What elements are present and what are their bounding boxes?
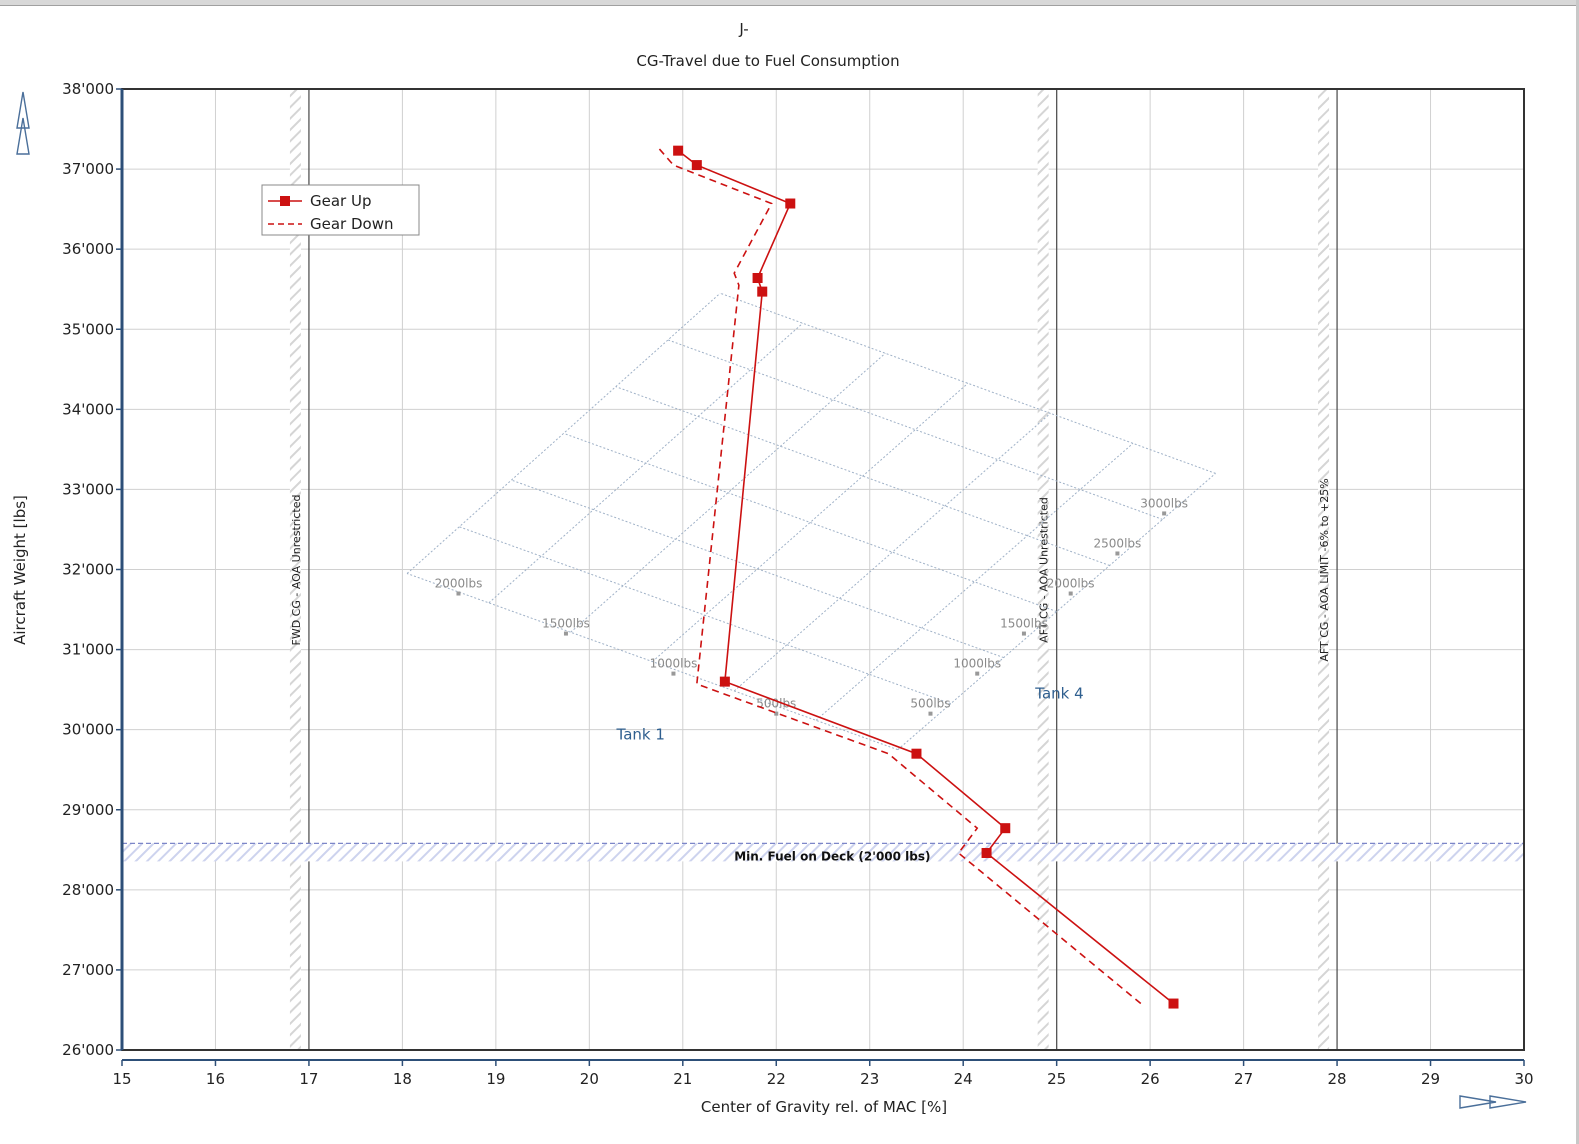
- fuel-label-marker: [1162, 511, 1167, 516]
- chart-subtitle: CG-Travel due to Fuel Consumption: [636, 52, 899, 70]
- fuel-label-marker: [774, 711, 779, 716]
- fuel-label-tank4: 2000lbs: [1047, 577, 1095, 591]
- fuel-grid-line-tank4: [459, 526, 951, 705]
- x-tick-label: 18: [393, 1070, 412, 1088]
- x-tick-label: 16: [206, 1070, 225, 1088]
- x-tick-label: 29: [1421, 1070, 1440, 1088]
- fuel-label-tank4: 3000lbs: [1140, 496, 1188, 510]
- legend: Gear Up Gear Down: [261, 184, 420, 236]
- x-tick-label: 15: [112, 1070, 131, 1088]
- data-point-gear-up: [1000, 823, 1011, 834]
- horizontal-limit-band: [122, 843, 1524, 862]
- x-tick-label: 17: [299, 1070, 318, 1088]
- vertical-limit-label: FWD CG - AOA Unrestricted: [290, 495, 303, 646]
- data-point-gear-up: [719, 676, 730, 687]
- fuel-label-marker: [928, 711, 933, 716]
- window-top-strip: [0, 0, 1579, 6]
- fuel-label-tank4: 1500lbs: [1000, 617, 1048, 631]
- data-point-gear-up: [673, 145, 684, 156]
- window-right-edge: [1576, 0, 1579, 1144]
- arrow-right-icon[interactable]: [1489, 1095, 1527, 1109]
- fuel-label-tank4: 500lbs: [910, 697, 950, 711]
- fuel-label-marker: [1021, 631, 1026, 636]
- chart-title: J-: [738, 20, 748, 38]
- arrow-up-icon[interactable]: [16, 117, 30, 155]
- nav-icons: [16, 91, 1527, 1109]
- y-tick-label: 30'000: [62, 721, 114, 739]
- y-tick-label: 32'000: [62, 561, 114, 579]
- vertical-limit-band: [1318, 89, 1330, 1050]
- fuel-label-marker: [563, 631, 568, 636]
- fuel-label-tank4: 1000lbs: [953, 657, 1001, 671]
- legend-gear-down-label: Gear Down: [310, 215, 393, 233]
- x-tick-label: 24: [954, 1070, 973, 1088]
- fuel-label-tank4: 2500lbs: [1094, 536, 1142, 550]
- x-tick-label: 20: [580, 1070, 599, 1088]
- fuel-grid: 500lbs 1000lbs 1500lbs 2000lbs 500lbs 1000lbs…: [406, 292, 1216, 751]
- fuel-label-tank1: 500lbs: [756, 697, 796, 711]
- x-tick-label: 23: [860, 1070, 879, 1088]
- fuel-grid-line-tank4: [563, 432, 1057, 613]
- x-tick-label: 28: [1328, 1070, 1347, 1088]
- fuel-label-marker: [1068, 591, 1073, 596]
- fuel-label-tank1: 1500lbs: [542, 617, 590, 631]
- vertical-limit-label: AFT CG - AOA Unrestricted: [1038, 497, 1051, 643]
- y-tick-label: 37'000: [62, 160, 114, 178]
- y-tick-label: 27'000: [62, 961, 114, 979]
- x-tick-label: 30: [1514, 1070, 1533, 1088]
- data-point-gear-up: [981, 847, 992, 858]
- tank-1-label: Tank 1: [616, 725, 665, 743]
- x-tick-label: 25: [1047, 1070, 1066, 1088]
- data-point-gear-up: [911, 748, 922, 759]
- horizontal-limit-label: Min. Fuel on Deck (2'000 lbs): [734, 849, 930, 863]
- tank-4-label: Tank 4: [1034, 684, 1083, 702]
- y-tick-label: 26'000: [62, 1041, 114, 1059]
- data-point-gear-up: [757, 286, 768, 297]
- x-tick-label: 19: [486, 1070, 505, 1088]
- x-tick-label: 21: [673, 1070, 692, 1088]
- y-tick-label: 34'000: [62, 400, 114, 418]
- x-tick-label: 26: [1141, 1070, 1160, 1088]
- arrow-right-icon[interactable]: [1459, 1095, 1497, 1109]
- y-tick-label: 38'000: [62, 80, 114, 98]
- y-axis-label: Aircraft Weight [lbs]: [11, 495, 29, 645]
- x-tick-label: 22: [767, 1070, 786, 1088]
- data-point-gear-up: [1168, 998, 1179, 1009]
- x-tick-label: 27: [1234, 1070, 1253, 1088]
- x-axis-label: Center of Gravity rel. of MAC [%]: [701, 1098, 947, 1116]
- data-point-gear-up: [691, 160, 702, 171]
- fuel-label-tank1: 1000lbs: [650, 657, 698, 671]
- legend-gear-up-marker: [280, 196, 290, 206]
- fuel-label-marker: [456, 591, 461, 596]
- legend-gear-up-label: Gear Up: [310, 192, 371, 210]
- y-tick-label: 35'000: [62, 320, 114, 338]
- series-lines: [658, 145, 1179, 1009]
- arrow-up-icon[interactable]: [16, 91, 30, 129]
- y-tick-label: 36'000: [62, 240, 114, 258]
- vertical-limit-band: [1037, 89, 1049, 1050]
- vertical-limit-band: [289, 89, 301, 1050]
- y-tick-label: 31'000: [62, 641, 114, 659]
- series-line-gear-up: [677, 150, 1175, 1005]
- fuel-label-marker: [671, 671, 676, 676]
- fuel-label-tank1: 2000lbs: [435, 577, 483, 591]
- data-point-gear-up: [752, 272, 763, 283]
- data-point-gear-up: [785, 198, 796, 209]
- y-tick-label: 33'000: [62, 480, 114, 498]
- y-tick-label: 29'000: [62, 801, 114, 819]
- vertical-limit-label: AFT CG - AOA LIMIT -6% to +25%: [1318, 478, 1331, 661]
- limit-bands: FWD CG - AOA Unrestricted AFT CG - AOA Un…: [122, 89, 1524, 1050]
- x-axis-ticks: 15 16 17 18 19 20 21 22 23 24 25 26 27 28 29 30: [112, 1060, 1534, 1088]
- y-axis-ticks: 26'000 27'000 28'000 29'000 30'000 31'000 32'0…: [62, 80, 122, 1059]
- series-line-gear-down: [658, 148, 1142, 1005]
- legend-box: [261, 184, 420, 236]
- fuel-label-marker: [975, 671, 980, 676]
- fuel-label-marker: [1115, 551, 1120, 556]
- y-tick-label: 28'000: [62, 881, 114, 899]
